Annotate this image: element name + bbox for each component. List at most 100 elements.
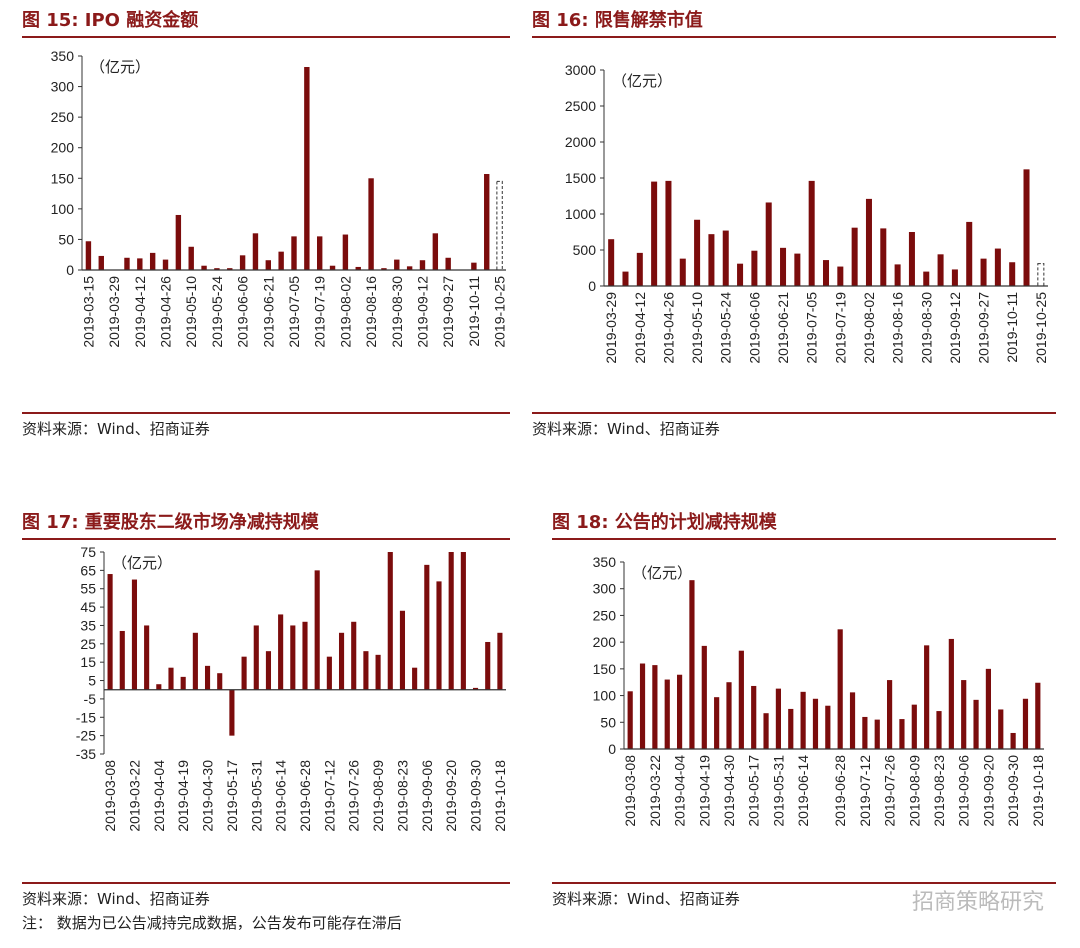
bar: [751, 685, 757, 749]
bar: [837, 629, 843, 749]
y-tick-label: -35: [76, 746, 96, 762]
bar: [923, 271, 930, 286]
x-tick-label: 2019-08-23: [394, 760, 410, 832]
bar: [985, 668, 992, 749]
bar: [899, 719, 905, 749]
chart-source: 资料来源：Wind、招商证券: [532, 412, 1056, 439]
x-tick-label: 2019-09-06: [419, 760, 435, 832]
x-tick-label: 2019-10-18: [1030, 755, 1046, 827]
chart-source: 资料来源：Wind、招商证券: [22, 882, 510, 909]
bar: [85, 241, 92, 270]
chart-net-reduction: -35 -25 -15 -5 5 15 25 35 45 55 65 75 （亿元） 2019-03-08…: [76, 544, 508, 832]
bar: [1023, 169, 1030, 286]
y-tick-label: 5: [88, 673, 96, 689]
x-tick-label: 2019-07-26: [882, 755, 898, 827]
bar: [137, 258, 143, 270]
y-tick-label: 100: [51, 201, 75, 217]
y-tick-label: 350: [593, 554, 617, 570]
bar: [144, 625, 150, 690]
x-tick-label: 2019-09-12: [414, 276, 430, 348]
y-tick-label: 50: [600, 714, 616, 730]
bar: [665, 180, 672, 286]
y-tick-label: 15: [80, 654, 96, 670]
bar: [156, 684, 162, 690]
x-tick-label: 2019-05-24: [718, 292, 734, 364]
bar: [726, 682, 732, 749]
y-tick-label: 45: [80, 599, 96, 615]
bar: [471, 262, 477, 270]
bar: [874, 719, 880, 749]
x-tick-label: 2019-06-14: [273, 760, 289, 832]
chart-title: 图 18: 公告的计划减持规模: [552, 510, 1056, 540]
bar: [800, 691, 806, 749]
bar: [822, 260, 830, 286]
y-tick-label: 25: [80, 636, 96, 652]
y-tick-label: -5: [84, 691, 97, 707]
y-tick-label: 35: [80, 617, 96, 633]
bar: [445, 257, 451, 270]
bar: [124, 257, 130, 270]
bar: [714, 697, 720, 749]
bar: [302, 621, 308, 690]
x-tick-label: 2019-07-19: [832, 292, 848, 364]
x-tick-label: 2019-09-20: [443, 760, 459, 832]
bar: [168, 667, 174, 690]
watermark: 招商策略研究: [911, 890, 1044, 915]
bar: [381, 268, 387, 270]
bar: [676, 674, 683, 749]
bar: [894, 264, 901, 286]
chart-ipo: 0 50 100 150 200 250 300 350 （亿元） 2019-03-15 2019-…: [51, 48, 508, 348]
bar: [701, 645, 707, 749]
bar: [180, 676, 186, 690]
x-tick-label: 2019-10-25: [1033, 292, 1049, 364]
x-tick-label: 2019-05-31: [248, 760, 264, 832]
x-tick-label: 2019-03-08: [102, 760, 118, 832]
bar: [924, 645, 930, 749]
bar: [694, 219, 701, 286]
bar: [911, 704, 917, 749]
bar: [851, 227, 858, 286]
bar: [908, 232, 915, 286]
chart-title: 图 15: IPO 融资金额: [22, 8, 510, 38]
bar: [808, 180, 815, 286]
bar: [329, 265, 336, 270]
bar: [131, 579, 138, 690]
bar: [214, 268, 220, 270]
y-tick-label: 300: [593, 581, 617, 597]
bar: [175, 214, 182, 270]
x-tick-label: 2019-04-26: [158, 276, 174, 348]
bar: [651, 181, 658, 286]
bar: [722, 230, 729, 286]
bar: [484, 174, 490, 270]
bar: [419, 260, 426, 270]
y-tick-label: 250: [51, 109, 75, 125]
y-tick-label: 350: [51, 48, 75, 64]
bar: [192, 632, 198, 690]
chart-note: 注： 数据为已公告减持完成数据，公告发布可能存在滞后: [22, 914, 402, 932]
bar: [951, 269, 958, 286]
bar: [1022, 698, 1029, 749]
x-tick-label: 2019-06-28: [297, 760, 313, 832]
bar: [937, 254, 944, 286]
bar: [1035, 682, 1041, 749]
x-tick-label: 2019-08-09: [370, 760, 386, 832]
y-tick-label: 200: [593, 634, 617, 650]
bar: [432, 233, 439, 270]
bar: [936, 711, 942, 749]
x-tick-label: 2019-03-08: [622, 755, 638, 827]
bar: [639, 663, 646, 749]
x-tick-label: 2019-07-05: [286, 276, 302, 348]
bar: [304, 67, 310, 271]
bar: [316, 236, 323, 270]
bar: [290, 625, 296, 690]
x-tick-label: 2019-08-09: [906, 755, 922, 827]
bar: [825, 705, 831, 749]
bar: [636, 252, 643, 286]
x-tick-label: 2019-10-11: [466, 276, 482, 347]
x-tick-label: 2019-09-30: [1005, 755, 1021, 827]
bar: [406, 266, 413, 270]
x-tick-label: 2019-04-30: [200, 760, 216, 832]
y-tick-label: 250: [593, 607, 617, 623]
bar: [98, 255, 104, 270]
x-tick-label: 2019-08-02: [861, 292, 877, 364]
